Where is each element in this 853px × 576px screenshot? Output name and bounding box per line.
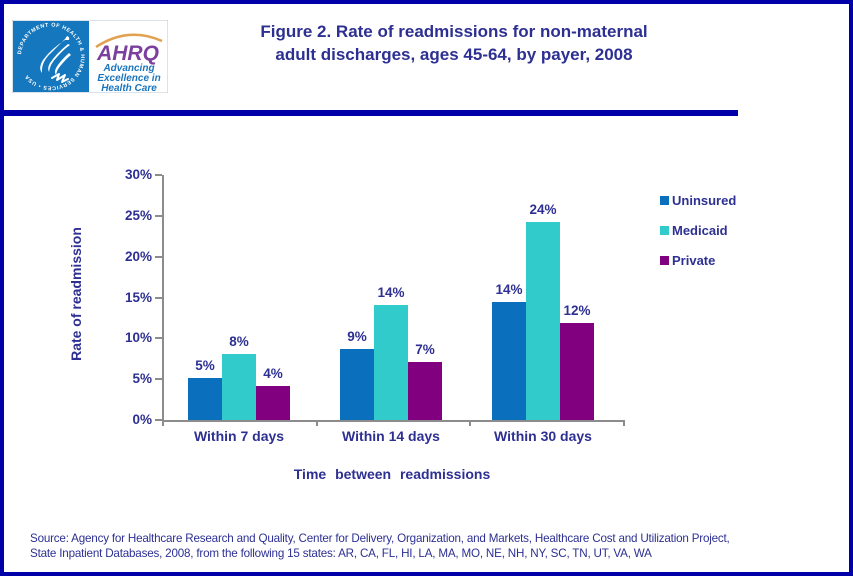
legend-item-uninsured: Uninsured [660, 192, 737, 208]
y-tick-mark [155, 378, 162, 381]
y-tick-mark [155, 419, 162, 421]
hhs-eagle-icon [40, 36, 71, 83]
source-note-line2: State Inpatient Databases, 2008, from th… [30, 546, 652, 560]
legend-swatch-uninsured [660, 195, 669, 205]
bar-value-label: 14% [377, 284, 405, 300]
y-tick-label: 0% [132, 412, 152, 427]
ahrq-wordmark: AHRQ [96, 42, 159, 65]
y-tick-mark [155, 255, 162, 258]
legend-swatch-private [660, 255, 669, 265]
y-axis-line [162, 175, 164, 422]
logo-tagline-line2: Excellence in [97, 73, 160, 84]
figure-title-line1: Figure 2. Rate of readmissions for non-m… [260, 22, 648, 41]
bar-value-label: 9% [347, 328, 367, 344]
bar-private-within-30-days [560, 322, 594, 420]
y-tick-label: 5% [132, 371, 152, 387]
bar-value-label: 24% [529, 201, 557, 217]
legend-label: Uninsured [672, 192, 737, 208]
y-tick-label: 10% [124, 330, 152, 346]
legend-label: Medicaid [672, 222, 728, 238]
bar-medicaid-within-14-days [374, 304, 408, 420]
y-tick-label: 30% [124, 167, 152, 182]
x-tick-mark [162, 420, 164, 426]
y-tick-label: 25% [124, 207, 152, 223]
source-note-line1: Source: Agency for Healthcare Research a… [30, 531, 730, 545]
bar-medicaid-within-30-days [526, 221, 560, 420]
x-tick-mark [469, 420, 472, 426]
figure-title-line2: adult discharges, ages 45-64, by payer, … [275, 45, 633, 64]
bar-value-label: 12% [563, 302, 591, 318]
logo-tagline-line1: Advancing [102, 63, 154, 74]
logo-arc [95, 33, 163, 49]
bar-uninsured-within-30-days [492, 302, 526, 420]
bar-value-label: 8% [229, 333, 249, 349]
legend-item-medicaid: Medicaid [660, 222, 728, 238]
logo-tagline-line3: Health Care [101, 83, 157, 93]
category-label: Within 30 days [494, 428, 592, 444]
bar-private-within-7-days [256, 385, 290, 420]
figure-title: Figure 2. Rate of readmissions for non-m… [154, 20, 754, 66]
x-tick-mark [315, 420, 318, 426]
bar-medicaid-within-7-days [222, 353, 256, 420]
category-label: Within 7 days [193, 428, 285, 444]
bar-uninsured-within-14-days [340, 348, 374, 420]
legend-item-private: Private [660, 252, 716, 268]
legend-swatch-medicaid [660, 225, 669, 235]
bar-private-within-14-days [408, 362, 442, 420]
source-note: Source: Agency for Healthcare Research a… [30, 531, 816, 561]
y-tick-mark [155, 337, 162, 340]
x-axis-line [162, 420, 623, 422]
ahrq-hhs-logo: DEPARTMENT OF HEALTH & HUMAN SERVICES • … [12, 20, 168, 93]
y-tick-mark [155, 296, 162, 299]
header-divider-bar [4, 110, 738, 116]
bar-uninsured-within-7-days [188, 378, 222, 420]
y-tick-mark [155, 214, 162, 217]
y-tick-mark [155, 174, 162, 176]
bar-chart-plot-area: 0% 5% 10% 15% 20% 25% 30% 5% 8% 4% Within 7 days 9%… [4, 4, 849, 572]
hhs-seal-background [13, 21, 89, 92]
legend-label: Private [672, 252, 716, 268]
category-label: Within 14 days [342, 428, 440, 444]
bar-value-label: 5% [195, 358, 215, 374]
bar-value-label: 14% [495, 282, 523, 298]
y-tick-label: 15% [124, 289, 152, 305]
bar-value-label: 4% [263, 365, 283, 381]
bar-value-label: 7% [415, 342, 435, 358]
x-tick-mark [623, 420, 625, 426]
y-tick-label: 20% [124, 248, 152, 264]
x-axis-title: Time between readmissions [293, 466, 491, 482]
